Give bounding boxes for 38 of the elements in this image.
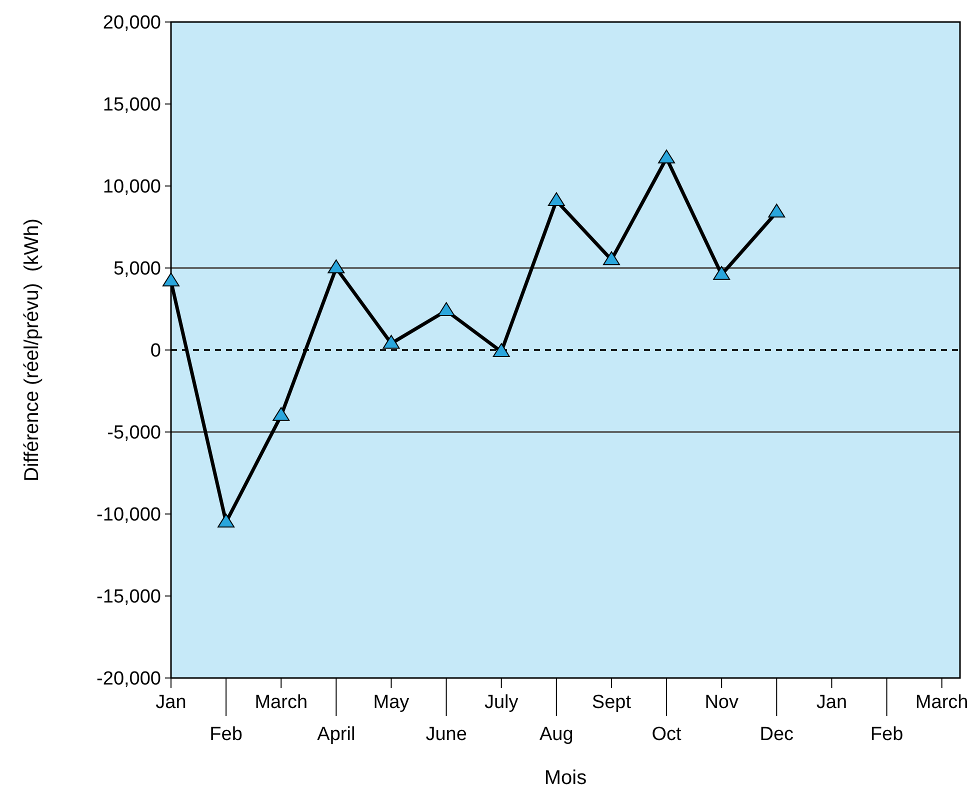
x-tick-label: April	[317, 724, 356, 745]
x-tick-label: Feb	[210, 724, 242, 745]
point	[768, 204, 786, 218]
point	[382, 334, 400, 349]
x-tick-label: May	[373, 692, 410, 713]
point	[162, 272, 180, 286]
x-tick-label: Jan	[816, 692, 848, 713]
x-tick-label: March	[915, 692, 968, 713]
point	[272, 407, 290, 421]
y-axis-title: Différence (réel/prévu) (kWh)	[21, 218, 43, 482]
y-tick-label: 0	[150, 340, 161, 362]
point	[548, 192, 565, 206]
point	[492, 343, 510, 357]
x-tick-label: Feb	[870, 724, 904, 745]
x-tick-label: March	[254, 692, 308, 713]
point	[218, 514, 235, 528]
y-tick-label: -10,000	[96, 504, 161, 526]
x-tick-label: Sept	[592, 692, 632, 713]
y-tick-label: 10,000	[102, 176, 161, 198]
x-tick-label: June	[426, 724, 467, 745]
y-tick-label: 5,000	[113, 258, 161, 280]
x-tick-label: Dec	[760, 724, 794, 745]
x-tick-label: Oct	[652, 724, 682, 745]
point	[328, 260, 345, 274]
y-tick-label: 20,000	[102, 12, 161, 34]
x-tick-label: Jan	[156, 692, 186, 713]
y-tick-label: -5,000	[107, 422, 161, 444]
point	[602, 251, 620, 266]
x-tick-label: July	[484, 692, 519, 713]
y-tick-label: -20,000	[96, 668, 161, 690]
x-tick-label: Nov	[704, 692, 739, 713]
y-tick-label: 15,000	[102, 94, 161, 116]
point	[713, 266, 730, 280]
y-tick-label: -15,000	[96, 586, 161, 608]
point	[658, 150, 676, 164]
x-axis-title: Mois	[544, 767, 587, 789]
point	[438, 302, 455, 316]
x-tick-label: Aug	[540, 724, 574, 745]
